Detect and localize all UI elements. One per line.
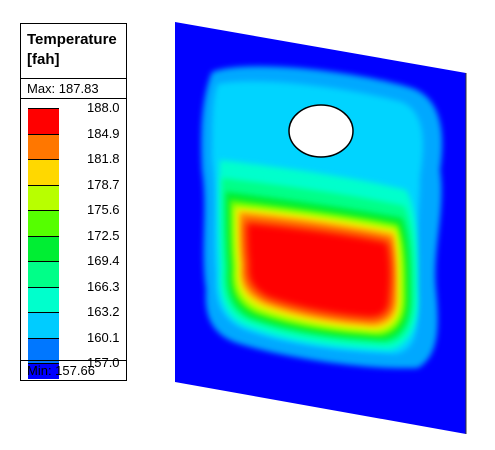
scale-swatch [28, 286, 59, 312]
scale-tick-label: 169.4 [87, 253, 120, 268]
legend-max-value: Max: 187.83 [27, 81, 99, 96]
temperature-contours [201, 66, 443, 369]
legend-divider-top [21, 78, 126, 79]
scale-tick-label: 181.8 [87, 151, 120, 166]
scale-tick-label: 166.3 [87, 278, 120, 294]
scale-swatch [28, 210, 59, 236]
scale-tick-label: 160.1 [87, 329, 120, 345]
scale-swatch [28, 184, 59, 210]
scale-tick-label: 172.5 [87, 227, 120, 243]
scale-tick-label: 184.9 [87, 125, 120, 141]
scale-swatch [28, 312, 59, 338]
scale-swatch [28, 235, 59, 261]
scale-tick-label: 175.6 [87, 202, 120, 217]
legend-min-value: Min: 157.66 [27, 363, 95, 378]
contour-188-hot-zone [246, 222, 392, 318]
legend-title-quantity: Temperature [27, 31, 117, 48]
scale-swatch [28, 108, 59, 134]
legend-divider-max [21, 98, 126, 99]
scale-swatch [28, 363, 59, 379]
temperature-legend: Temperature [fah] Max: 187.83 188.0 184.9… [20, 23, 127, 381]
scale-swatch [28, 337, 59, 363]
legend-divider-min [21, 360, 126, 361]
scale-tick-label: 163.2 [87, 304, 120, 319]
scale-swatch [28, 159, 59, 185]
scale-tick-label: 178.7 [87, 176, 120, 192]
scale-tick-label: 188.0 [87, 100, 120, 115]
scale-swatch [28, 133, 59, 159]
legend-title: Temperature [fah] [27, 30, 127, 70]
scale-tick-label: 157.0 [87, 355, 120, 370]
legend-title-unit: [fah] [27, 51, 60, 68]
plate-hole [288, 104, 354, 158]
scale-swatch [28, 261, 59, 287]
